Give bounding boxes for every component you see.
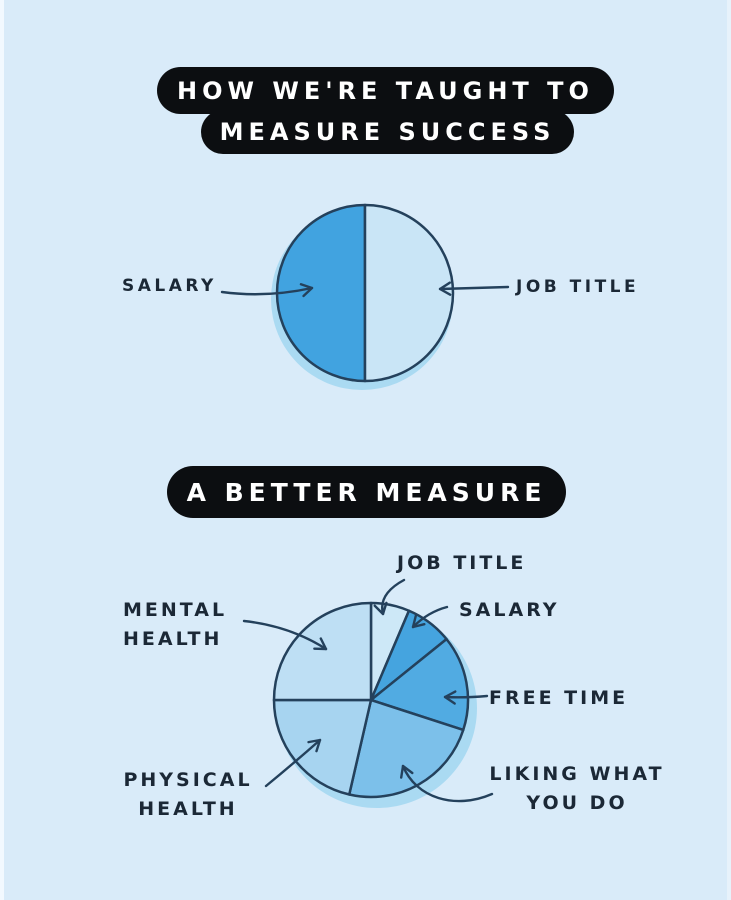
- pie2-job-title-arrow: [373, 578, 406, 616]
- left-edge-strip: [0, 0, 4, 900]
- pie2-liking-line2: YOU DO: [526, 792, 628, 814]
- pie-slice-liking-what-you-do: [347, 698, 465, 799]
- title-banner-line2: MEASURE SUCCESS: [201, 110, 574, 154]
- pie1-job-title-arrow: [438, 281, 510, 296]
- pie2-physical-arrow: [264, 738, 322, 788]
- pie2-mental-line1: MENTAL: [123, 599, 228, 621]
- pie2-salary-label: SALARY: [459, 599, 560, 621]
- pie2-liking-arrow: [400, 764, 494, 803]
- pie-taught-to-measure-success: [275, 203, 455, 383]
- pie2-liking-label: LIKING WHAT YOU DO: [487, 760, 667, 818]
- pie2-salary-arrow: [411, 605, 449, 629]
- pie2-job-title-label: JOB TITLE: [397, 552, 527, 574]
- better-measure-text: A BETTER MEASURE: [186, 477, 547, 507]
- pie2-mental-label: MENTAL HEALTH: [123, 596, 227, 654]
- pie1-job-title-label: JOB TITLE: [516, 277, 640, 297]
- pie2-physical-line2: HEALTH: [138, 798, 238, 820]
- right-edge-strip: [727, 0, 731, 900]
- pie2-free-time-arrow: [443, 690, 489, 705]
- pie-a-better-measure: [272, 601, 470, 799]
- pie2-physical-label: PHYSICAL HEALTH: [118, 766, 258, 824]
- better-measure-banner: A BETTER MEASURE: [167, 466, 566, 518]
- pie2-physical-line1: PHYSICAL: [123, 769, 253, 791]
- pie2-free-time-label: FREE TIME: [489, 687, 629, 709]
- pie2-mental-arrow: [242, 619, 328, 651]
- pie-slice-job-title: [363, 203, 455, 383]
- pie1-salary-arrow: [220, 283, 314, 298]
- pie-slice-mental-health: [272, 601, 373, 702]
- title-text-line2: MEASURE SUCCESS: [219, 118, 556, 146]
- pie2-mental-line2: HEALTH: [123, 628, 223, 650]
- title-text-line1: HOW WE'RE TAUGHT TO: [177, 76, 594, 105]
- pie1-salary-label: SALARY: [122, 276, 217, 296]
- title-banner-line1: HOW WE'RE TAUGHT TO: [157, 67, 614, 114]
- pie2-liking-line1: LIKING WHAT: [489, 763, 665, 785]
